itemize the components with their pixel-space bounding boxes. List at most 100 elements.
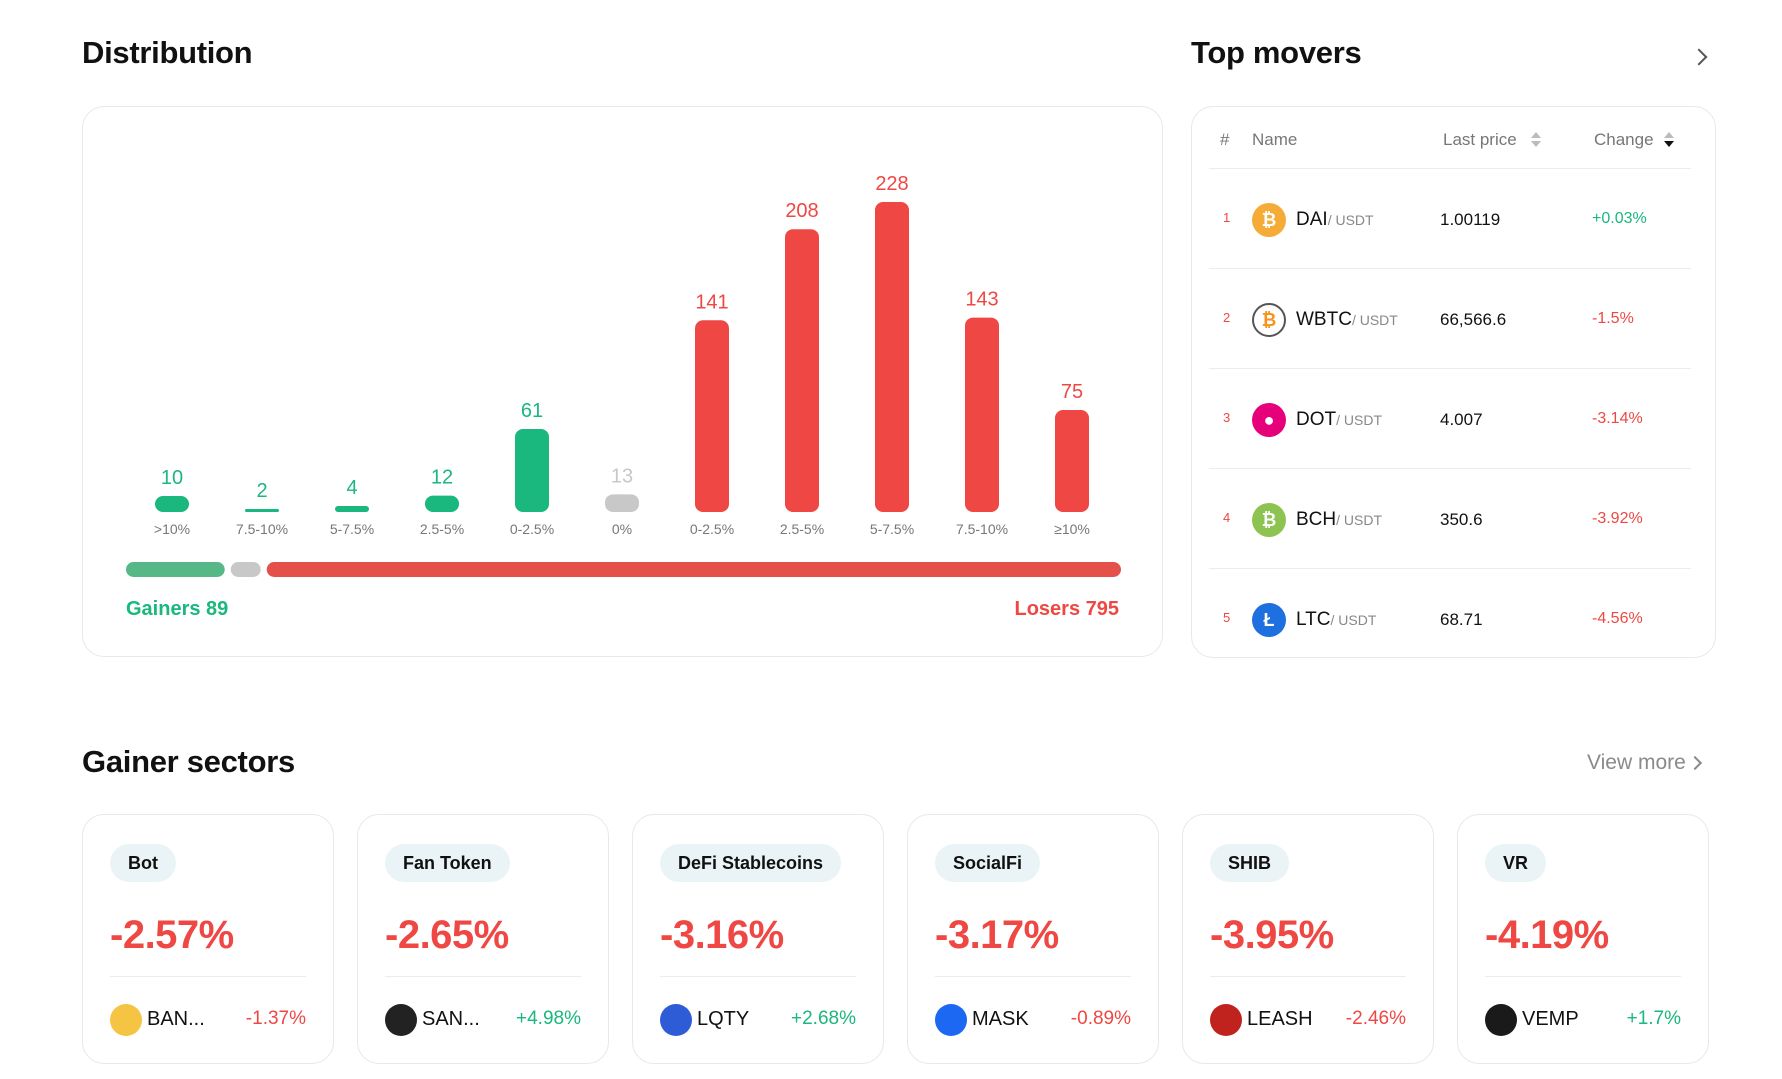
sector-card[interactable]: Bot -2.57% BAN... -1.37% xyxy=(82,814,334,1064)
sector-card[interactable]: SocialFi -3.17% MASK -0.89% xyxy=(907,814,1159,1064)
top-movers-table: # Name Last price Change 1 ₿ DAI/ USDT 1.00… xyxy=(1191,106,1716,658)
sector-top-coin-change: -1.37% xyxy=(245,1008,306,1029)
symbol: DOT xyxy=(1296,409,1337,430)
sector-top-coin[interactable]: LQTY xyxy=(697,1008,750,1030)
sector-tag[interactable]: SocialFi xyxy=(935,844,1041,882)
view-more-label: View more xyxy=(1587,751,1686,774)
change-sort-icon[interactable] xyxy=(1664,130,1674,150)
bar-category-label: 0-2.5% xyxy=(510,521,554,537)
change-header[interactable]: Change xyxy=(1594,130,1654,149)
chevron-right-icon[interactable] xyxy=(1690,48,1708,66)
rank-cell: 2 xyxy=(1223,310,1231,325)
banana-icon xyxy=(110,1004,142,1036)
bch-icon: ₿ xyxy=(1252,503,1286,537)
bar-category-label: 0% xyxy=(612,521,632,537)
sector-top-coin[interactable]: SAN... xyxy=(422,1008,480,1030)
sector-top-coin[interactable]: BAN... xyxy=(147,1008,205,1030)
distribution-bar[interactable] xyxy=(965,317,999,512)
bar-category-label: 0-2.5% xyxy=(690,521,734,537)
distribution-chart: 10 >10% 2 7.5-10% 4 5-7.5% 12 2.5-5% 61 0-2.5% 13 0… xyxy=(126,173,1121,577)
bar-category-label: 7.5-10% xyxy=(956,521,1008,537)
bar-category-label: 5-7.5% xyxy=(870,521,914,537)
flat-ratio-bar xyxy=(230,562,261,577)
sector-tag[interactable]: VR xyxy=(1485,844,1547,882)
sector-tag[interactable]: Fan Token xyxy=(385,844,510,882)
distribution-bar[interactable] xyxy=(1055,410,1089,512)
distribution-bar[interactable] xyxy=(875,202,909,512)
distribution-bar[interactable] xyxy=(515,429,549,512)
divider xyxy=(385,976,581,977)
top-movers-title: Top movers xyxy=(1191,35,1362,70)
change-cell: +0.03% xyxy=(1592,210,1647,227)
rank-cell: 3 xyxy=(1223,410,1231,425)
table-row[interactable]: 2 ₿ WBTC/ USDT 66,566.6 -1.5% xyxy=(1209,269,1691,369)
quote-asset: / USDT xyxy=(1327,212,1374,228)
view-more-link[interactable]: View more xyxy=(1587,751,1686,775)
dot-icon: ● xyxy=(1252,403,1286,437)
last-price-sort-icon[interactable] xyxy=(1531,130,1541,150)
sector-top-coin-change: -2.46% xyxy=(1345,1008,1406,1029)
table-row[interactable]: 4 ₿ BCH/ USDT 350.6 -3.92% xyxy=(1209,469,1691,569)
sector-card[interactable]: DeFi Stablecoins -3.16% LQTY +2.68% xyxy=(632,814,884,1064)
sector-top-coin[interactable]: VEMP xyxy=(1522,1008,1579,1030)
sector-top-coin-change: +2.68% xyxy=(791,1008,856,1029)
distribution-bar[interactable] xyxy=(245,509,279,512)
distribution-bar[interactable] xyxy=(335,506,369,512)
pair-name[interactable]: DOT/ USDT xyxy=(1296,409,1382,431)
vemp-icon xyxy=(1485,1004,1517,1036)
pair-name[interactable]: LTC/ USDT xyxy=(1296,609,1376,631)
losers-count: Losers 795 xyxy=(1014,598,1119,620)
distribution-bar[interactable] xyxy=(155,496,189,512)
pair-name[interactable]: BCH/ USDT xyxy=(1296,509,1382,531)
last-price-header[interactable]: Last price xyxy=(1443,130,1517,149)
last-price-cell: 1.00119 xyxy=(1440,210,1501,229)
rank-cell: 1 xyxy=(1223,210,1231,225)
sector-top-coin-change: -0.89% xyxy=(1070,1008,1131,1029)
distribution-bar[interactable] xyxy=(425,495,459,512)
bar-value-label: 4 xyxy=(346,477,357,499)
wbtc-icon: ₿ xyxy=(1252,303,1286,337)
table-row[interactable]: 5 Ł LTC/ USDT 68.71 -4.56% xyxy=(1209,569,1691,669)
leash-icon xyxy=(1210,1004,1242,1036)
symbol: WBTC xyxy=(1296,309,1352,330)
gainers-count: Gainers 89 xyxy=(126,598,229,620)
bar-value-label: 143 xyxy=(965,289,998,311)
sector-change: -2.57% xyxy=(110,913,234,957)
sector-tag[interactable]: Bot xyxy=(110,844,176,882)
dai-icon: ₿ xyxy=(1252,203,1286,237)
distribution-bar[interactable] xyxy=(785,229,819,512)
distribution-card: 10 >10% 2 7.5-10% 4 5-7.5% 12 2.5-5% 61 0-2.5% 13 0… xyxy=(82,106,1163,657)
sector-change: -3.16% xyxy=(660,913,784,957)
sector-card[interactable]: SHIB -3.95% LEASH -2.46% xyxy=(1182,814,1434,1064)
sector-card[interactable]: Fan Token -2.65% SAN... +4.98% xyxy=(357,814,609,1064)
bar-category-label: 5-7.5% xyxy=(330,521,374,537)
sector-top-coin-change: +1.7% xyxy=(1626,1008,1681,1029)
last-price-cell: 68.71 xyxy=(1440,610,1483,629)
symbol: BCH xyxy=(1296,509,1337,530)
distribution-bar[interactable] xyxy=(605,494,639,512)
table-row[interactable]: 1 ₿ DAI/ USDT 1.00119 +0.03% xyxy=(1209,169,1691,269)
sector-top-coin[interactable]: MASK xyxy=(972,1008,1029,1030)
pair-name[interactable]: DAI/ USDT xyxy=(1296,209,1374,231)
sector-tag[interactable]: DeFi Stablecoins xyxy=(660,844,842,882)
bar-value-label: 10 xyxy=(161,467,183,489)
sector-card[interactable]: VR -4.19% VEMP +1.7% xyxy=(1457,814,1709,1064)
view-more-chevron-icon[interactable] xyxy=(1687,755,1703,771)
gainer-sectors-title: Gainer sectors xyxy=(82,744,295,779)
sector-top-coin-change: +4.98% xyxy=(516,1008,581,1029)
divider xyxy=(1210,976,1406,977)
table-row[interactable]: 3 ● DOT/ USDT 4.007 -3.14% xyxy=(1209,369,1691,469)
last-price-cell: 4.007 xyxy=(1440,410,1483,429)
sector-change: -3.17% xyxy=(935,913,1059,957)
sector-change: -4.19% xyxy=(1485,913,1609,957)
sector-tag[interactable]: SHIB xyxy=(1210,844,1290,882)
name-header: Name xyxy=(1252,130,1298,149)
change-cell: -3.92% xyxy=(1592,510,1643,527)
distribution-bar[interactable] xyxy=(695,320,729,512)
pair-name[interactable]: WBTC/ USDT xyxy=(1296,309,1398,331)
divider xyxy=(110,976,306,977)
bar-value-label: 75 xyxy=(1061,381,1083,403)
bar-category-label: 2.5-5% xyxy=(420,521,464,537)
bar-category-label: 7.5-10% xyxy=(236,521,288,537)
sector-top-coin[interactable]: LEASH xyxy=(1247,1008,1313,1030)
